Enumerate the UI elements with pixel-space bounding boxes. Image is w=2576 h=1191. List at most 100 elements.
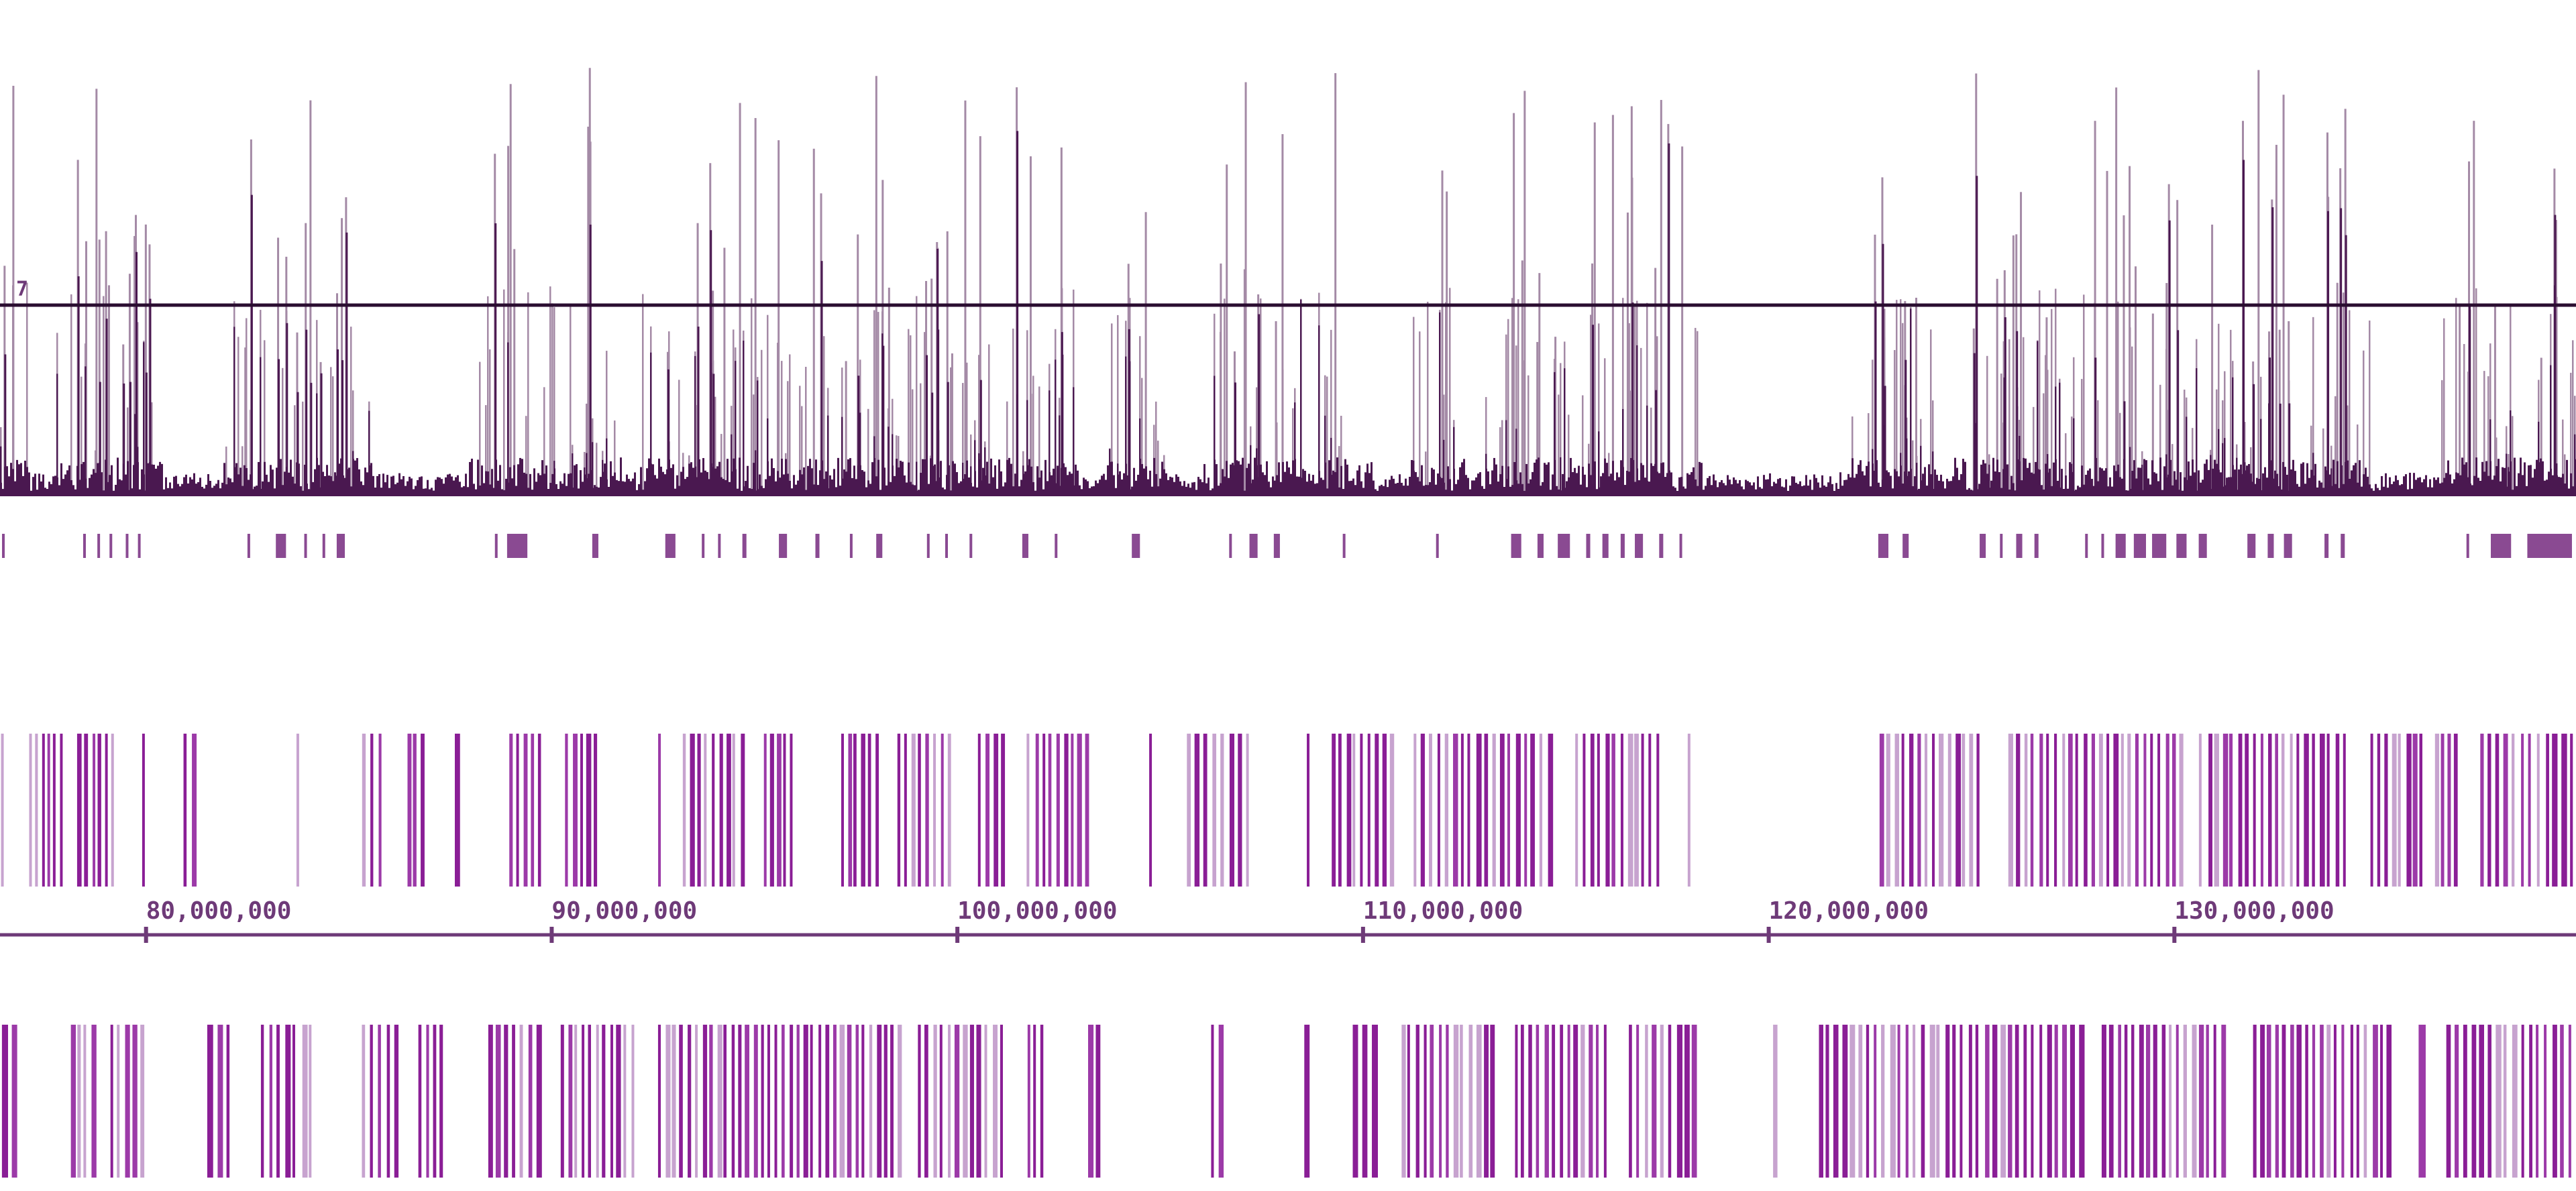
signal-bar bbox=[1026, 465, 1028, 496]
gene-feature bbox=[2553, 1025, 2557, 1178]
gene-feature bbox=[2098, 734, 2103, 887]
signal-bar bbox=[1811, 490, 1813, 496]
signal-bar bbox=[916, 461, 918, 496]
peak-mark bbox=[494, 534, 498, 558]
gene-feature bbox=[2245, 734, 2249, 887]
gene-feature bbox=[1220, 734, 1224, 887]
signal-spike bbox=[2004, 317, 2006, 496]
signal-bar bbox=[1147, 479, 1149, 496]
signal-bar bbox=[2373, 490, 2375, 496]
signal-bar bbox=[1419, 331, 1421, 496]
signal-bar bbox=[1308, 473, 1310, 496]
signal-bar bbox=[173, 476, 175, 496]
gene-feature bbox=[536, 1025, 542, 1178]
signal-bar bbox=[308, 489, 310, 496]
signal-bar bbox=[2500, 481, 2502, 496]
signal-bar bbox=[2504, 467, 2506, 496]
signal-spike bbox=[95, 89, 98, 496]
signal-bar bbox=[2379, 490, 2381, 496]
signal-bar bbox=[1107, 465, 1109, 496]
signal-bar bbox=[1990, 480, 1992, 496]
signal-bar bbox=[988, 344, 990, 496]
gene-feature bbox=[2145, 1025, 2151, 1178]
gene-feature bbox=[1947, 734, 1951, 887]
signal-bar bbox=[362, 485, 364, 496]
signal-bar bbox=[2065, 475, 2067, 496]
gene-feature bbox=[2570, 734, 2573, 887]
signal-spike bbox=[509, 84, 512, 497]
gene-feature bbox=[2008, 1025, 2012, 1178]
signal-bar bbox=[368, 410, 370, 496]
signal-bar bbox=[1791, 476, 1793, 496]
gene-feature bbox=[939, 1025, 943, 1178]
peak-mark bbox=[2034, 534, 2039, 558]
signal-spike bbox=[2279, 403, 2282, 496]
signal-bar bbox=[1795, 482, 1797, 496]
signal-bar bbox=[2171, 444, 2174, 496]
gene-feature bbox=[2183, 1025, 2187, 1178]
signal-bar bbox=[44, 488, 46, 496]
signal-bar bbox=[1896, 471, 1898, 496]
peak-mark bbox=[109, 534, 113, 558]
signal-bar bbox=[26, 282, 28, 496]
signal-bar bbox=[1475, 477, 1477, 496]
signal-bar bbox=[2324, 466, 2326, 496]
signal-bar bbox=[60, 463, 62, 496]
gene-feature bbox=[1439, 1025, 1442, 1178]
gene-feature bbox=[1218, 1025, 1224, 1178]
signal-bar bbox=[505, 478, 507, 496]
signal-bar bbox=[1109, 461, 1111, 496]
gene-feature bbox=[2471, 1025, 2477, 1178]
gene-feature bbox=[2561, 734, 2567, 887]
signal-bar bbox=[1179, 481, 1181, 496]
gene-feature bbox=[1401, 1025, 1406, 1178]
gene-feature bbox=[977, 734, 981, 887]
signal-bar bbox=[1073, 485, 1075, 496]
signal-bar bbox=[1038, 477, 1040, 496]
signal-bar bbox=[1719, 482, 1721, 496]
signal-bar bbox=[1558, 394, 1560, 496]
signal-bar bbox=[121, 480, 123, 496]
signal-bar bbox=[1775, 483, 1777, 496]
gene-feature bbox=[2392, 734, 2397, 887]
gene-feature bbox=[2568, 1025, 2571, 1178]
signal-bar bbox=[545, 465, 547, 496]
signal-bar bbox=[990, 458, 992, 496]
gene-feature bbox=[2418, 1025, 2426, 1178]
gene-feature bbox=[1027, 1025, 1030, 1178]
signal-bar bbox=[1922, 473, 1924, 496]
signal-bar bbox=[2218, 429, 2220, 496]
signal-bar bbox=[1568, 414, 1570, 496]
signal-bar bbox=[785, 459, 787, 496]
signal-bar bbox=[2111, 486, 2113, 496]
signal-bar bbox=[1443, 482, 1445, 496]
signal-bar bbox=[1976, 489, 1978, 496]
signal-bar bbox=[2218, 469, 2220, 496]
signal-bar bbox=[1568, 477, 1570, 496]
signal-bar bbox=[1471, 480, 1473, 496]
gene-feature bbox=[47, 734, 50, 887]
gene-feature bbox=[877, 1025, 882, 1178]
signal-bar bbox=[342, 475, 344, 496]
signal-bar bbox=[2023, 457, 2025, 496]
signal-bar bbox=[388, 488, 390, 496]
gene-feature bbox=[1211, 1025, 1214, 1178]
signal-bar bbox=[1425, 485, 1427, 496]
signal-bar bbox=[2216, 463, 2218, 496]
gene-feature bbox=[1544, 1025, 1549, 1178]
signal-bar bbox=[787, 381, 789, 496]
signal-bar bbox=[1540, 486, 1542, 496]
signal-bar bbox=[38, 473, 40, 496]
gene-feature bbox=[1901, 734, 1904, 887]
peak-mark bbox=[849, 534, 853, 558]
signal-bar bbox=[2200, 482, 2202, 496]
signal-bar bbox=[1590, 315, 1592, 496]
signal-bar bbox=[1890, 475, 1892, 496]
signal-spike bbox=[739, 103, 741, 496]
signal-bar bbox=[1314, 484, 1316, 496]
signal-bar bbox=[557, 489, 559, 496]
signal-bar bbox=[942, 487, 944, 496]
signal-bar bbox=[1453, 469, 1455, 496]
gene-feature bbox=[1077, 734, 1082, 887]
signal-bar bbox=[2473, 475, 2475, 496]
